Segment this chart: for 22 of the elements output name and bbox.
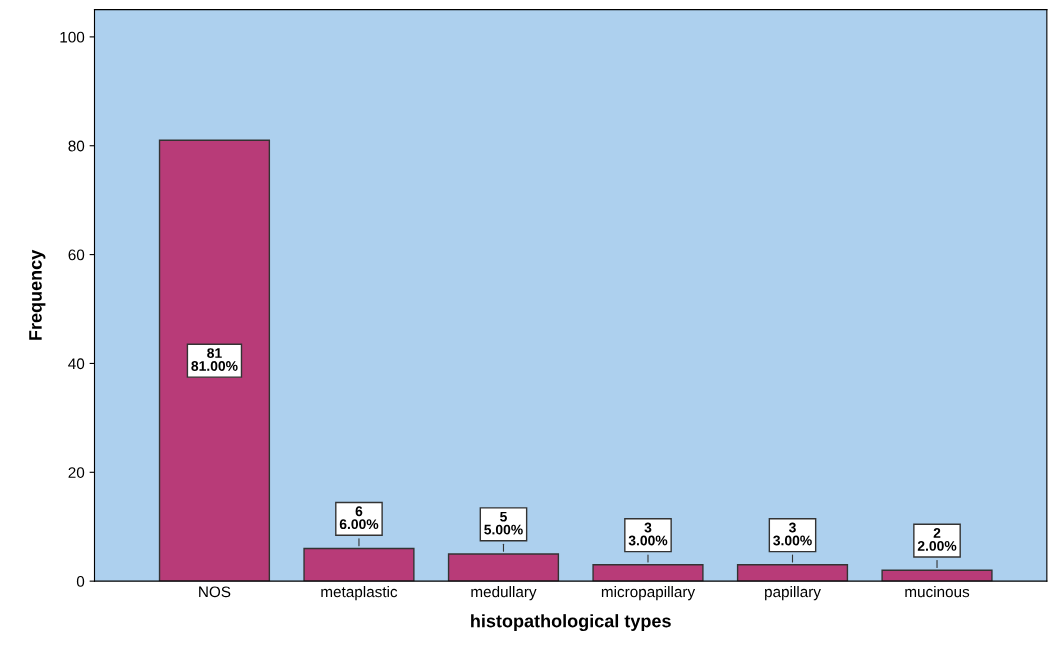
data-label: 3 3.00% <box>628 522 668 546</box>
bar <box>158 139 271 582</box>
y-tick-label: 80 <box>68 140 85 152</box>
y-axis-title: Frequency <box>29 249 46 340</box>
data-label: 81 81.00% <box>191 348 238 371</box>
y-tick-label: 60 <box>68 249 85 261</box>
data-label: 2 2.00% <box>917 528 957 551</box>
y-tick-label: 20 <box>68 467 85 478</box>
x-tick-label: NOS <box>199 586 231 598</box>
x-tick-label: metaplastic <box>321 586 398 601</box>
data-label: 3 3.00% <box>773 522 812 546</box>
y-tick-label: 40 <box>68 358 85 370</box>
x-axis-title: histopathological types <box>471 614 671 632</box>
bar <box>303 547 415 582</box>
data-label: 6 6.00% <box>339 506 379 530</box>
data-label: 5 5.00% <box>484 511 523 535</box>
x-tick-label: micropapillary <box>601 586 696 601</box>
x-tick-label: papillary <box>765 586 821 601</box>
y-tick-label: 100 <box>60 31 85 43</box>
x-tick-label: mucinous <box>905 586 970 598</box>
x-tick-label: medullary <box>471 586 537 601</box>
y-tick-label: 0 <box>76 576 85 587</box>
